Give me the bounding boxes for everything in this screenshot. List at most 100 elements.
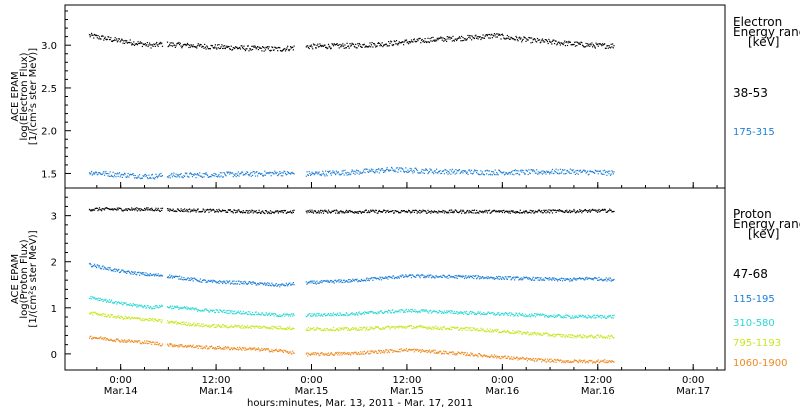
data-point xyxy=(327,280,330,282)
data-point xyxy=(476,328,478,330)
data-point xyxy=(400,309,402,311)
data-point xyxy=(248,212,250,214)
data-point xyxy=(550,334,552,336)
data-point xyxy=(419,37,421,39)
data-point xyxy=(539,279,541,281)
data-point xyxy=(511,38,513,40)
data-point xyxy=(269,50,272,52)
data-point xyxy=(538,358,540,360)
data-point xyxy=(475,212,477,214)
data-point xyxy=(400,275,402,277)
data-point xyxy=(215,47,217,49)
data-point xyxy=(156,44,158,46)
data-point xyxy=(217,348,219,350)
data-point xyxy=(129,173,131,175)
data-point xyxy=(386,210,388,212)
data-point xyxy=(204,279,206,281)
data-point xyxy=(159,175,161,177)
data-point xyxy=(175,305,177,307)
data-point xyxy=(393,278,395,280)
data-point xyxy=(493,35,495,37)
data-point xyxy=(279,171,281,173)
data-point xyxy=(139,317,141,319)
data-point xyxy=(506,313,508,315)
data-point xyxy=(128,270,130,272)
data-point xyxy=(453,211,455,213)
data-point xyxy=(136,177,138,179)
data-point xyxy=(549,334,551,336)
data-point xyxy=(149,208,151,210)
data-point xyxy=(292,327,294,329)
data-point xyxy=(531,314,534,316)
data-point xyxy=(505,276,507,278)
data-point xyxy=(314,329,316,331)
data-point xyxy=(422,310,424,312)
data-point xyxy=(355,312,357,314)
data-point xyxy=(503,314,505,316)
data-point xyxy=(488,174,490,176)
data-point xyxy=(291,283,293,285)
data-point xyxy=(93,173,96,175)
data-point xyxy=(262,313,264,316)
data-point xyxy=(518,313,520,315)
data-point xyxy=(524,277,526,279)
data-point xyxy=(284,48,286,50)
data-point xyxy=(545,39,547,41)
data-point xyxy=(122,269,124,271)
data-point xyxy=(431,171,433,173)
data-point xyxy=(149,272,151,275)
data-point xyxy=(98,172,100,174)
data-point xyxy=(599,279,601,281)
data-point xyxy=(287,49,289,51)
data-point xyxy=(423,41,425,43)
data-point xyxy=(446,328,448,330)
data-point xyxy=(237,325,239,327)
data-point xyxy=(249,281,251,283)
data-point xyxy=(566,314,568,316)
data-point xyxy=(136,177,138,179)
data-point xyxy=(436,275,438,277)
data-point xyxy=(179,322,181,324)
data-point xyxy=(124,272,126,274)
data-point xyxy=(574,171,576,173)
data-point xyxy=(171,277,174,279)
data-point xyxy=(592,208,594,210)
data-point xyxy=(393,326,395,328)
data-point xyxy=(161,275,164,277)
data-point xyxy=(106,316,108,318)
data-point xyxy=(305,175,307,177)
data-point xyxy=(596,44,598,46)
data-point xyxy=(354,352,356,354)
data-point xyxy=(508,210,511,212)
data-point xyxy=(461,351,463,353)
data-point xyxy=(221,348,223,350)
data-point xyxy=(128,317,131,319)
data-point xyxy=(538,209,540,211)
data-point xyxy=(107,175,109,177)
data-point xyxy=(509,212,511,214)
data-point xyxy=(516,314,518,316)
data-point xyxy=(112,316,114,318)
data-point xyxy=(396,167,398,169)
data-point xyxy=(161,174,164,177)
data-point xyxy=(344,327,346,329)
data-point xyxy=(534,279,536,281)
data-point xyxy=(370,210,372,212)
data-point xyxy=(141,177,143,179)
data-point xyxy=(489,356,491,358)
data-point xyxy=(89,173,91,175)
data-point xyxy=(594,277,596,279)
data-point xyxy=(444,39,446,41)
data-point xyxy=(510,36,512,38)
data-point xyxy=(604,317,606,319)
data-point xyxy=(171,344,173,346)
data-point xyxy=(126,209,128,212)
data-point xyxy=(141,341,143,343)
data-point xyxy=(322,212,325,214)
data-point xyxy=(184,172,186,174)
data-point xyxy=(565,172,567,175)
data-point xyxy=(569,212,571,214)
data-point xyxy=(483,211,485,213)
data-point xyxy=(579,315,581,317)
data-point xyxy=(358,329,360,331)
